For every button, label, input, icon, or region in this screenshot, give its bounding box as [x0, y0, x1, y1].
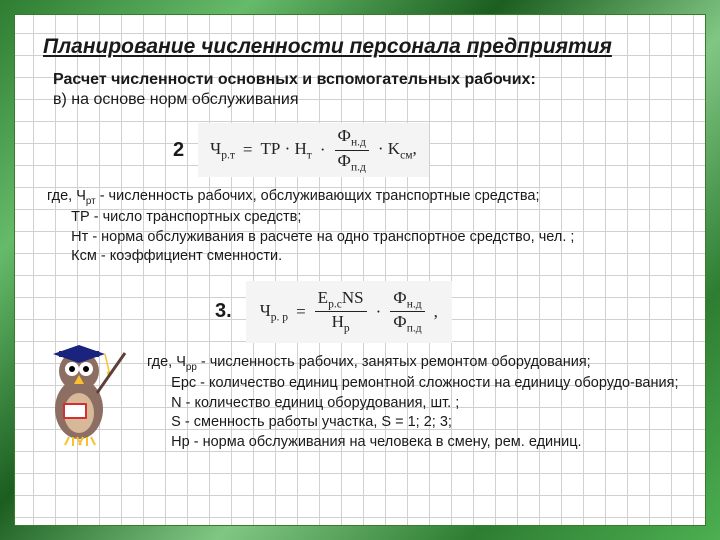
- formula-number-1: 2: [173, 139, 184, 162]
- subtitle-main: Расчет численности основных и вспомогате…: [43, 71, 677, 89]
- def1-line: Нт - норма обслуживания в расчете на одн…: [47, 228, 677, 248]
- formula-row-2: 3. Чр. р = Eр.сNS Нр · Фн.д Фп.д ,: [43, 281, 677, 343]
- def2-lead: где, Чрр - численность рабочих, занятых …: [147, 353, 677, 374]
- owl-graduate-icon: [41, 331, 127, 447]
- formula-1: Чр.т = ТР · Нт · Фн.д Фп.д · Kсм,: [198, 123, 429, 177]
- definitions-2: где, Чрр - численность рабочих, занятых …: [43, 353, 677, 452]
- formula-row-1: 2 Чр.т = ТР · Нт · Фн.д Фп.д · Kсм,: [43, 123, 677, 177]
- definitions-1: где, Чрт - численность рабочих, обслужив…: [43, 187, 677, 267]
- def1-line: Ксм - коэффициент сменности.: [47, 247, 677, 267]
- def2-line: N - количество единиц оборудования, шт. …: [147, 394, 677, 414]
- page-title: Планирование численности персонала предп…: [43, 35, 677, 59]
- def1-line: ТР - число транспортных средств;: [47, 208, 677, 228]
- def1-lead: где, Чрт - численность рабочих, обслужив…: [47, 187, 677, 208]
- subtitle-item: в) на основе норм обслуживания: [43, 91, 677, 109]
- subtitle-bold: Расчет численности основных и вспомогате…: [53, 71, 536, 88]
- formula-2: Чр. р = Eр.сNS Нр · Фн.д Фп.д ,: [246, 281, 452, 343]
- def2-line: S - сменность работы участка, S = 1; 2; …: [147, 413, 677, 433]
- formula-number-2: 3.: [215, 300, 232, 323]
- content-card: Планирование численности персонала предп…: [14, 14, 706, 526]
- def2-line: Нр - норма обслуживания на человека в см…: [147, 433, 677, 453]
- def2-line: Ерс - количество единиц ремонтной сложно…: [147, 374, 677, 394]
